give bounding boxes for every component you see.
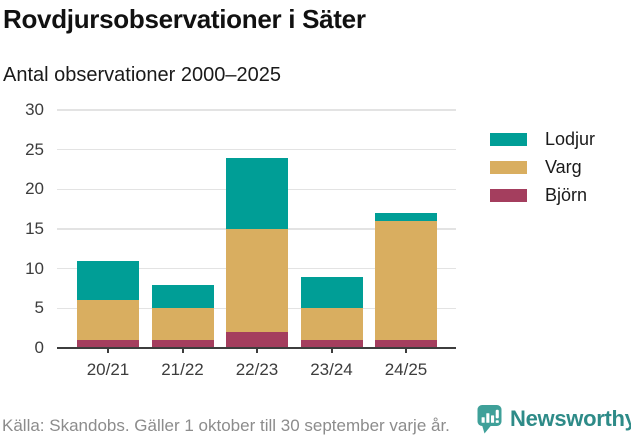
newsworthy-wordmark: Newsworthy <box>510 406 631 431</box>
x-axis-tick-label: 22/23 <box>235 360 279 379</box>
x-axis-tick <box>256 348 258 353</box>
plot-area <box>57 109 456 349</box>
y-axis-tick-label: 30 <box>25 100 44 119</box>
y-axis-tick-label: 20 <box>25 179 44 199</box>
gridline-30 <box>57 109 456 111</box>
y-axis-tick-label: 10 <box>25 258 44 278</box>
y-axis-labels: 0 5 10 15 20 25 30 <box>0 100 44 357</box>
newsworthy-logo[interactable]: Newsworthy <box>477 404 631 439</box>
gridline-25 <box>57 148 456 151</box>
bar-segment-lodjur <box>151 284 214 309</box>
stacked-bar-21-22 <box>151 284 214 348</box>
bar-segment-bjorn <box>375 340 437 348</box>
bar-segment-varg <box>226 229 288 333</box>
bar-segment-bjorn <box>226 332 288 348</box>
bar-segment-lodjur <box>77 260 139 301</box>
stacked-bar-20-21 <box>77 260 139 348</box>
x-axis-tick-label: 23/24 <box>310 360 353 379</box>
x-axis-tick-label: 24/25 <box>384 360 428 379</box>
bar-segment-varg <box>151 308 214 341</box>
x-axis-tick <box>405 348 407 353</box>
bar-segment-bjorn <box>151 340 214 348</box>
legend-label: Lodjur <box>545 128 596 149</box>
x-axis-line <box>57 346 456 349</box>
legend-swatch <box>490 160 527 174</box>
stacked-bar-22-23 <box>226 157 288 348</box>
x-axis-tick <box>181 348 184 353</box>
x-axis-tick <box>330 348 333 353</box>
bar-segment-lodjur <box>226 157 288 230</box>
legend-label: Varg <box>545 156 582 177</box>
bar-segment-bjorn <box>77 340 139 348</box>
y-axis-tick-label: 15 <box>25 219 44 238</box>
y-axis-tick-label: 25 <box>25 139 44 159</box>
stacked-bar-24-25 <box>375 213 437 348</box>
legend-item-varg: Varg <box>490 153 595 181</box>
x-axis-tick-label: 21/22 <box>161 360 204 379</box>
bar-segment-bjorn <box>300 340 363 348</box>
newsworthy-chart-bubble-icon <box>477 404 503 439</box>
bar-segment-varg <box>375 221 437 341</box>
bar-segment-varg <box>77 300 139 341</box>
x-axis-tick-label: 20/21 <box>86 360 130 379</box>
legend-item-lodjur: Lodjur <box>490 125 595 153</box>
legend-label: Björn <box>545 184 588 205</box>
legend: Lodjur Varg Björn <box>490 125 595 209</box>
chart-subtitle: Antal observationer 2000–2025 <box>3 64 281 86</box>
stacked-bar-23-24 <box>300 276 363 348</box>
bar-segment-lodjur <box>375 213 437 222</box>
y-axis-tick-label: 0 <box>34 338 44 357</box>
x-axis-tick <box>107 348 109 353</box>
legend-swatch <box>490 132 527 146</box>
bar-segment-lodjur <box>300 276 363 309</box>
legend-swatch <box>490 188 527 202</box>
bar-segment-varg <box>300 308 363 341</box>
chart-title: Rovdjursobservationer i Säter <box>3 4 366 34</box>
legend-item-bjorn: Björn <box>490 181 595 209</box>
y-axis-tick-label: 5 <box>34 298 44 318</box>
source-note: Källa: Skandobs. Gäller 1 oktober till 3… <box>2 416 450 435</box>
